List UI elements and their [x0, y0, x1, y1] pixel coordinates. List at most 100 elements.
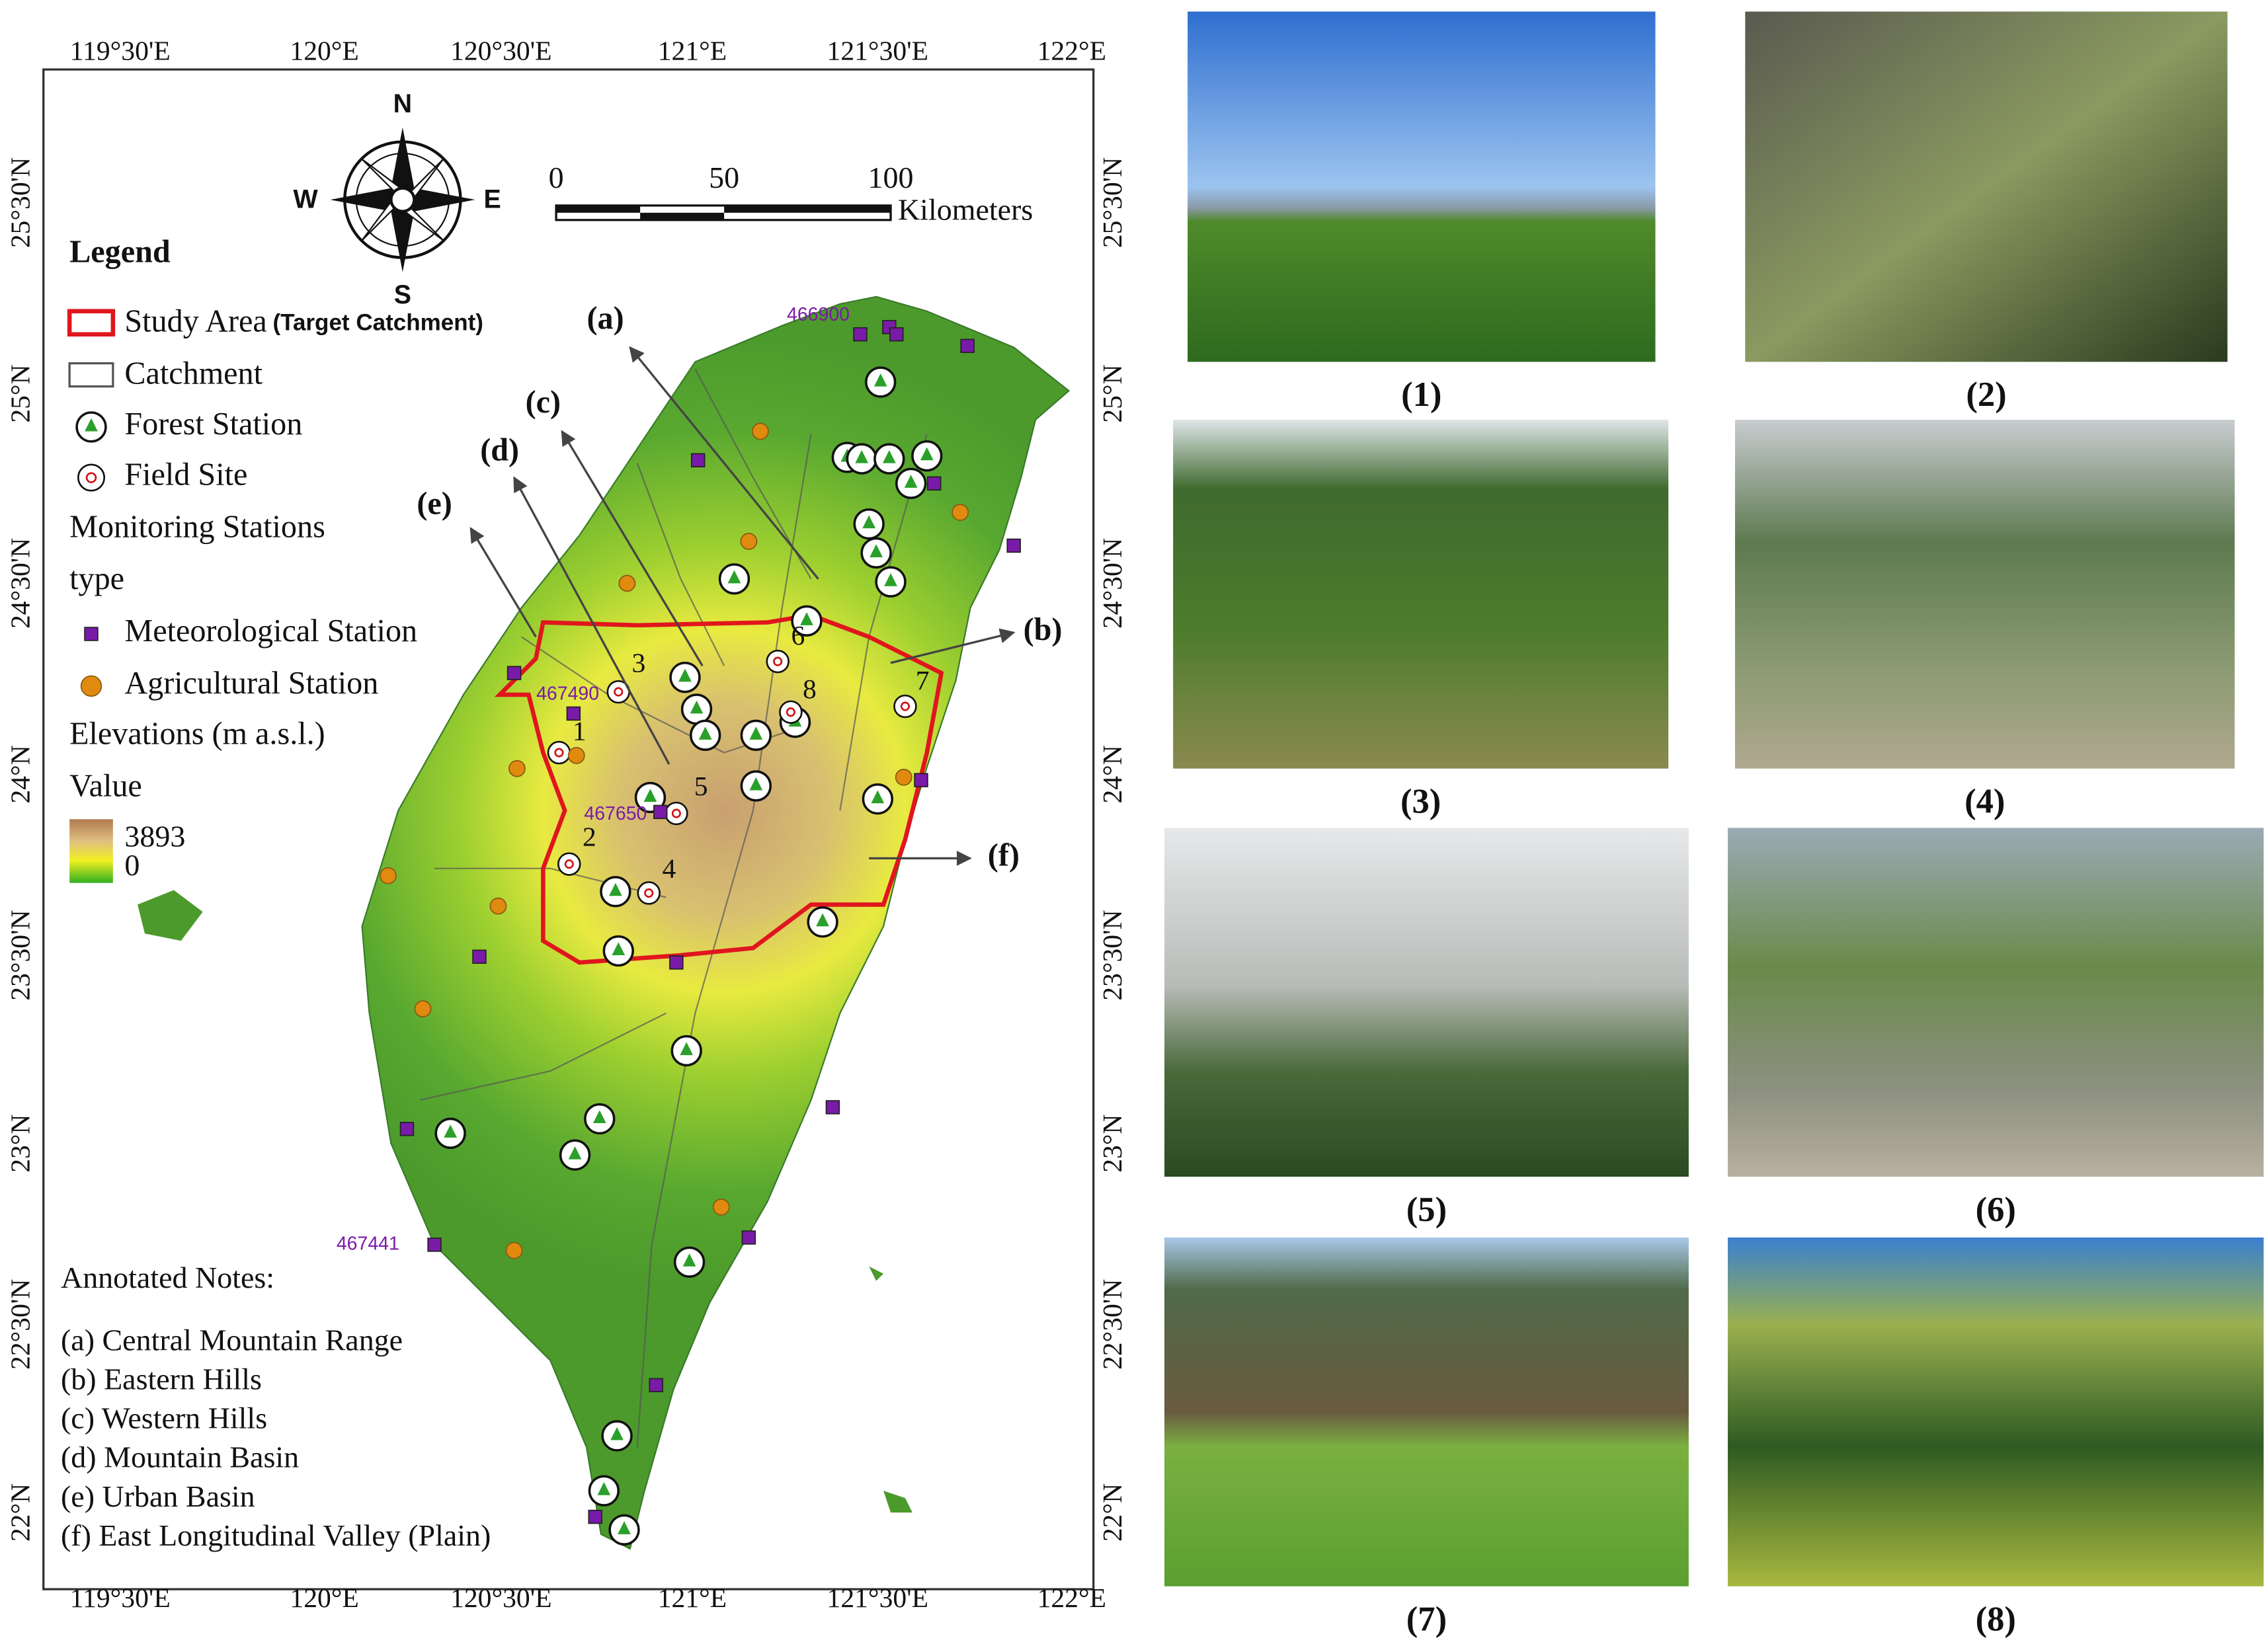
site-number: 7 — [916, 665, 930, 695]
lon-label: 121°E — [658, 1583, 727, 1613]
agricultural-station — [508, 760, 526, 777]
meteorological-station — [741, 1230, 756, 1245]
tree — [597, 1482, 611, 1495]
meteorological-station — [690, 453, 706, 467]
field-mark — [554, 748, 564, 758]
photo-caption: (5) — [1406, 1191, 1447, 1229]
note-item: (a) Central Mountain Range — [61, 1323, 403, 1356]
field-mark — [773, 656, 783, 666]
agricultural-station — [618, 574, 636, 592]
photo — [1728, 1238, 2264, 1587]
legend-symbols — [67, 309, 116, 883]
lat-label: 24°N — [5, 745, 36, 803]
region-arrow — [890, 628, 1016, 664]
legend-item: Value — [69, 768, 142, 803]
agricultural-station — [489, 897, 507, 915]
tree — [882, 450, 896, 463]
tree — [85, 418, 98, 432]
photo — [1188, 11, 1656, 362]
field-site — [77, 463, 106, 492]
lon-label: 122°E — [1037, 1583, 1106, 1613]
agricultural-station — [895, 768, 912, 786]
meteorological-station — [1006, 538, 1021, 553]
site-number: 2 — [583, 821, 596, 851]
meteorological-station — [427, 1238, 442, 1252]
island — [361, 295, 1071, 1550]
field-mark — [614, 687, 624, 697]
compass-letter: N — [393, 89, 412, 118]
scale-unit: Kilometers — [898, 192, 1033, 226]
agricultural-station — [751, 422, 769, 440]
compass-letter: E — [484, 185, 501, 214]
tree — [749, 727, 763, 740]
legend-item: Monitoring Stations — [69, 509, 325, 544]
meteorological-station — [960, 338, 975, 354]
lat-label: 22°N — [5, 1483, 36, 1542]
field-mark — [85, 472, 97, 483]
photo — [1173, 419, 1669, 769]
legend-item: Field Site — [124, 457, 247, 492]
lat-label: 24°N — [1097, 745, 1127, 803]
tree — [870, 544, 883, 557]
compass — [330, 127, 475, 272]
note-item: (b) Eastern Hills — [61, 1362, 262, 1395]
legend-title: Legend — [69, 234, 171, 269]
tree — [855, 450, 869, 463]
tree — [444, 1124, 458, 1138]
meteorological-station — [927, 476, 942, 491]
lat-label: 25°30'N — [5, 157, 36, 248]
site-number: 3 — [632, 648, 646, 678]
scale-tick: 0 — [549, 161, 564, 194]
tree — [873, 373, 887, 387]
photo — [1734, 419, 2235, 769]
tree — [884, 573, 897, 586]
agricultural-station — [740, 532, 758, 550]
tree — [612, 942, 626, 956]
region-label: (c) — [526, 385, 561, 420]
field-mark — [671, 808, 681, 818]
agricultural-station — [380, 867, 397, 884]
site-number: 6 — [791, 620, 805, 650]
legend-item: Elevations (m a.s.l.) — [69, 716, 325, 751]
field-site — [557, 852, 581, 876]
note-item: (c) Western Hills — [61, 1401, 267, 1435]
photo-caption: (7) — [1406, 1600, 1447, 1638]
tree — [568, 1146, 582, 1159]
meteorological-station — [889, 327, 904, 342]
scale-tick: 100 — [868, 161, 914, 194]
meteorological-station — [566, 706, 581, 721]
lat-label: 24°30'N — [5, 538, 36, 629]
tree — [698, 727, 712, 740]
tree — [816, 913, 829, 927]
agricultural-station — [505, 1241, 523, 1259]
site-number: 1 — [573, 716, 587, 746]
note-item: (d) Mountain Basin — [61, 1440, 299, 1474]
meteorological-station — [825, 1100, 840, 1115]
tree — [749, 777, 763, 791]
lat-label: 25°N — [5, 364, 36, 422]
legend-max: 3893 — [124, 819, 185, 853]
region-arrow — [469, 527, 537, 638]
lon-label: 120°E — [290, 36, 358, 66]
field-mark — [900, 701, 910, 711]
note-item: (f) East Longitudinal Valley (Plain) — [61, 1518, 491, 1552]
photo-caption: (8) — [1976, 1600, 2016, 1638]
agricultural-station — [414, 1000, 432, 1017]
legend-item: Forest Station — [124, 407, 302, 442]
meteorological-station — [399, 1122, 415, 1136]
lon-label: 119°30'E — [70, 36, 171, 66]
station-id: 466900 — [787, 304, 850, 325]
field-site — [665, 801, 688, 826]
legend-item: Study Area (Target Catchment) — [124, 303, 483, 338]
tree — [920, 447, 934, 461]
lat-label: 23°N — [5, 1115, 36, 1173]
lon-label: 121°E — [658, 36, 727, 66]
meteorological-station — [653, 805, 668, 820]
meteorological-station — [84, 627, 99, 641]
lat-label: 22°N — [1097, 1483, 1127, 1542]
tree — [682, 1253, 696, 1267]
tree — [643, 789, 657, 802]
meteorological-station — [506, 666, 522, 680]
